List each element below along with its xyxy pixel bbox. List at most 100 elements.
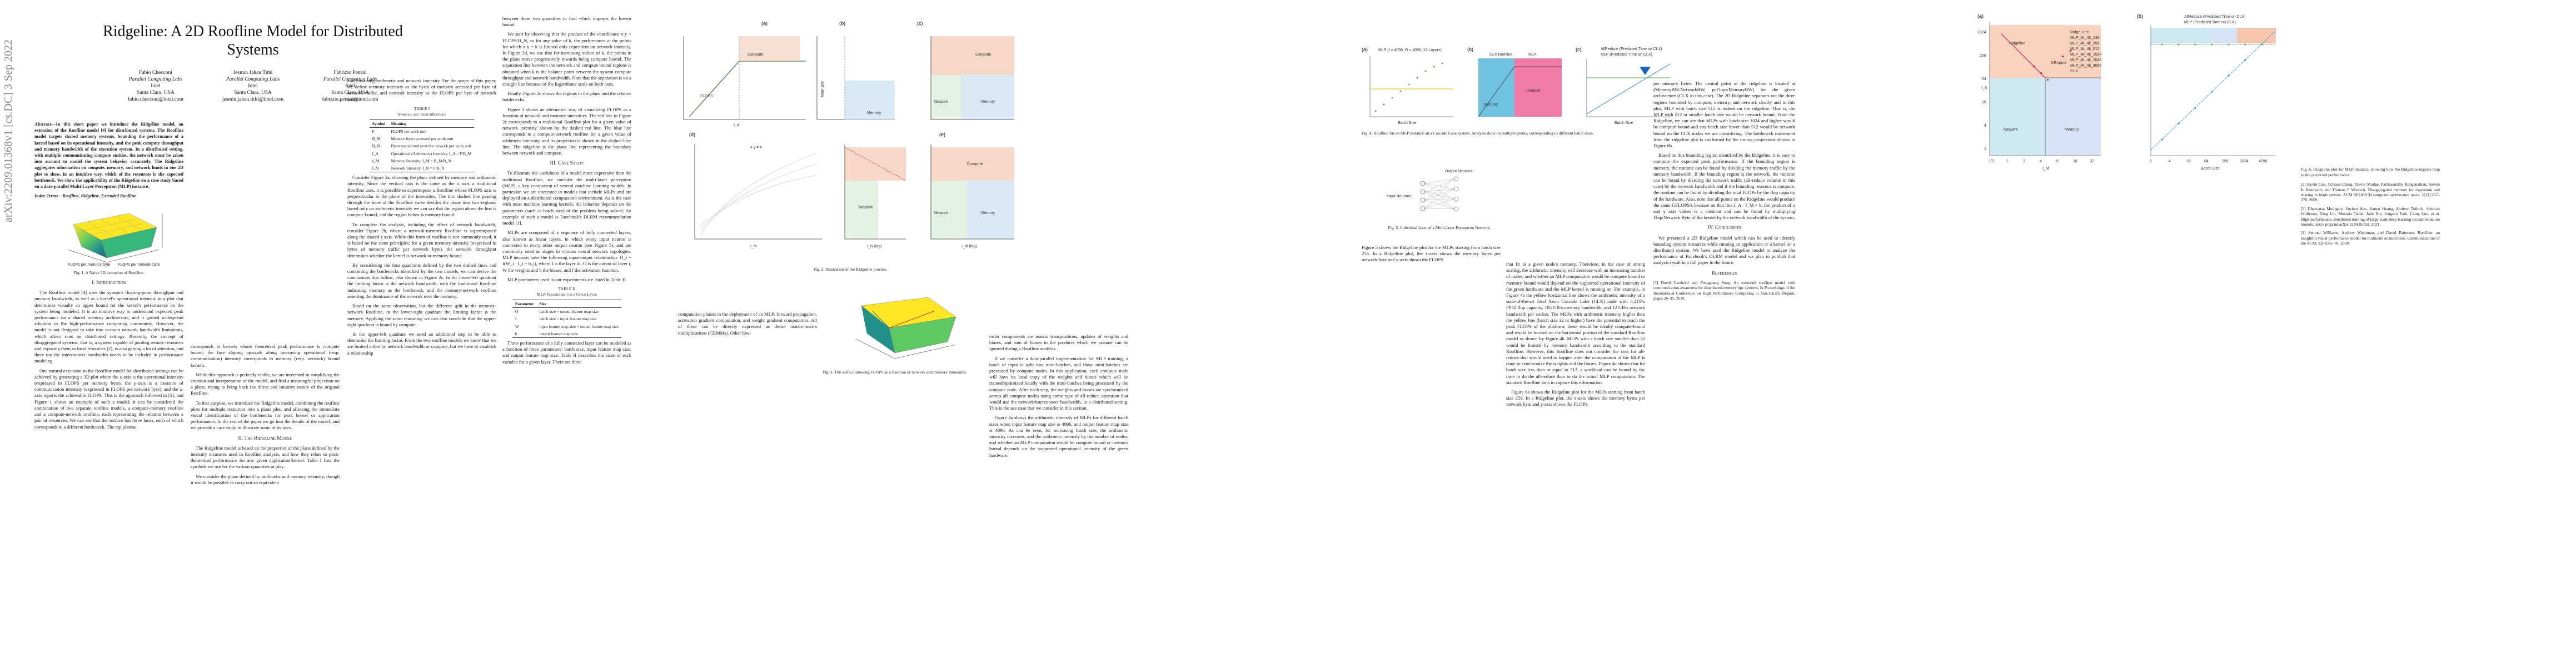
- column-3: analysis using arithmetic and network in…: [347, 78, 496, 360]
- fig2c-network-label: Network: [934, 100, 948, 104]
- table-cell: Network Intensity, I_N = F/B_N: [391, 166, 445, 171]
- fig5-output-label: Output Neurons: [1445, 170, 1473, 173]
- table-cell: Bytes transferred over the network per w…: [391, 143, 471, 149]
- tick-label: 4: [2040, 160, 2042, 163]
- tick-label: 64: [2204, 160, 2209, 163]
- table-cell: I: [515, 316, 517, 322]
- fig1-x-axis-label: FLOPs per memory byte: [68, 263, 110, 267]
- fig4b-mlp-label: MLP: [1528, 53, 1537, 57]
- author-email[interactable]: fabrizio.petrini@intel.com: [322, 97, 378, 102]
- fig2-label-c: (c): [917, 21, 923, 26]
- fig1-3d-surface: FLOPs per memory byte FLOPs per network …: [67, 213, 163, 267]
- column-4: between these two quantities to find whi…: [502, 16, 631, 369]
- fig6a-ia-label: I_A: [1981, 86, 1987, 90]
- tick-label: 2: [2023, 160, 2025, 163]
- fig6a-compute-label: Compute: [2051, 61, 2067, 65]
- col4-paragraph-6: MLPs are composed of a sequence of fully…: [502, 230, 631, 273]
- column-1: Abstract—In this short paper we introduc…: [34, 121, 183, 434]
- fig6a-im-label: I_M: [2042, 167, 2049, 171]
- fig6a-legend-item: MLP_4k_4k_256: [2070, 42, 2100, 46]
- section-refs-heading: References: [1711, 270, 1737, 276]
- author-city: Santa Clara, USA: [137, 90, 175, 96]
- fig5-caption: Fig. 5. Individual layer of a Multi-laye…: [1388, 225, 1491, 230]
- tick-label: 1: [1984, 147, 1986, 151]
- page-3: (a) MLP (f = 4096, O = 4096, 10 Layers) …: [1289, 0, 1926, 667]
- author-company: Intel: [345, 83, 355, 89]
- fig4-caption: Fig. 4. Roofline for an MLP instance on …: [1362, 131, 1594, 136]
- fig6a-legend-item: MLP_4k_4k_128: [2070, 36, 2100, 40]
- ref-4: [4] Samuel Williams, Andrew Waterman, an…: [2301, 230, 2440, 246]
- fig2a-flops-label: FLOPS: [700, 94, 713, 98]
- author-email[interactable]: fabio.checconi@intel.com: [127, 97, 183, 102]
- author-name: Jesmin Jahan Tithi: [233, 70, 273, 76]
- fig2a-panel: Compute FLOPS I_A: [683, 36, 806, 127]
- figure-6: (a) Ridgeline Compute Network Memory I_A…: [1973, 11, 2284, 181]
- fig6a-legend-item: MLP_4k_4k_4096: [2070, 64, 2102, 68]
- table-cell: Memory Intensity, I_M = B_M/B_N: [391, 158, 451, 163]
- col3-paragraph-6: In the upper-left quadrant we need an ad…: [347, 331, 496, 356]
- column-7: per memory bytes. The central point of t…: [1653, 81, 1795, 305]
- figure-4: (a) MLP (f = 4096, O = 4096, 10 Layers) …: [1362, 44, 1673, 136]
- ref-2: [2] Kevin Lim, Jichuan Chang, Trevor Mud…: [2301, 182, 2440, 203]
- fig2e2-network-label: Network: [934, 211, 948, 215]
- tick-label: 256: [2222, 160, 2229, 163]
- fig2e-im-log-label: I_M (log): [961, 245, 977, 248]
- column-5: computation phases in the deployment of …: [678, 311, 817, 340]
- paper-title: Ridgeline: A 2D Roofline Model for Distr…: [103, 23, 403, 58]
- fig6a-legend-item: MLP_4k_4k_1024: [2070, 53, 2102, 57]
- figure-2: (a) Compute FLOPS I_A (b) Mem BW Memory: [678, 19, 1023, 275]
- col4-paragraph-4: Figure 3 shows an alternative way of vis…: [502, 106, 631, 156]
- fig6a-legend-item: MLP_4k_4k_2048: [2070, 58, 2102, 62]
- col7-paragraph-2: Based on this bounding region identified…: [1653, 152, 1795, 221]
- col4-tail: Three performance of a fully connected l…: [502, 340, 631, 365]
- table2-head-size: Size: [539, 301, 547, 306]
- fig4-svg: (a) MLP (f = 4096, O = 4096, 10 Layers) …: [1362, 47, 1671, 125]
- fig2c-panel: Compute Network Memory: [930, 36, 1014, 120]
- fig6-label-a: (a): [1977, 13, 1984, 19]
- author-2: Jesmin Jahan Tithi Parallel Computing La…: [203, 69, 303, 103]
- fig2e-memory-label: Memory: [981, 211, 995, 215]
- fig1-caption: Fig. 1. A Naive 3D extension of Roofline…: [73, 270, 145, 276]
- fig4-label-b: (b): [1467, 47, 1473, 52]
- fig6a-xticks: 1/2 1 2 4 8 16 32: [1989, 160, 2094, 163]
- arxiv-id: arXiv:2209.01368v1 [cs.DC] 3 Sep 2022: [2, 39, 14, 222]
- col2-paragraph-5: We consider the plane defined by arithme…: [191, 473, 340, 485]
- author-name: Fabrizio Petrini: [333, 70, 367, 76]
- col6-paragraph-2: Figure 6a shows the Ridgeline plot for t…: [1506, 389, 1645, 407]
- tick-label: 1/2: [1989, 160, 1994, 163]
- page-2: (a) Compute FLOPS I_A (b) Mem BW Memory: [645, 0, 1281, 667]
- fig6a-ridgeline-label: Ridgeline: [2009, 42, 2025, 46]
- author-company: Intel: [248, 83, 258, 89]
- fig2d-im-label: I_M: [750, 245, 757, 248]
- fig2-caption: Fig. 2. Illustration of the Ridgeline pr…: [813, 267, 888, 272]
- table-cell: input feature map size × output feature …: [539, 323, 619, 329]
- table1-head-meaning: Meaning: [391, 121, 407, 126]
- table-cell: I_M: [372, 158, 380, 163]
- fig2c-compute-label: Compute: [975, 53, 991, 57]
- figure-1: FLOPs per memory byte FLOPs per network …: [34, 202, 183, 269]
- column-6: that fit in a given node's memory. There…: [1506, 261, 1645, 411]
- fig2-label-e: (e): [939, 132, 945, 137]
- author-company: Intel: [151, 83, 161, 89]
- col4-paragraph-1: between these two quantities to find whi…: [502, 16, 631, 28]
- fig3-caption: Fig. 3. The surface showing FLOPS as a f…: [823, 370, 967, 375]
- table-cell: output feature map size: [539, 331, 578, 336]
- fig2d-xy-label: x·y = k: [750, 146, 762, 150]
- fig3-surface: [855, 297, 956, 359]
- table-cell: I_A: [372, 151, 379, 156]
- fig2e-compute-label: Compute: [967, 162, 983, 166]
- tick-label: 8: [2056, 160, 2059, 163]
- section-ridgeline-heading: II. The Ridgeline Model: [238, 435, 292, 441]
- fig2b-memory-label: Memory: [867, 111, 881, 115]
- fig4b-memory-label: Memory: [1484, 103, 1498, 107]
- figure-3: Fig. 3. The surface showing FLOPS as a f…: [823, 289, 973, 375]
- col4-paragraph-7: MLP parameters used in our experiments a…: [507, 276, 627, 282]
- fig2b-mem-bw: Mem BW: [821, 81, 825, 97]
- table-cell: FLOPS per work unit: [391, 129, 427, 135]
- table-cell: b: [515, 331, 517, 336]
- fig6b-legend-2: MLP (Predicted Time on CLX): [2184, 21, 2236, 24]
- col5-paragraph-2: order components are matrix transpositio…: [989, 334, 1128, 352]
- fig4b-compute-label: compute: [1526, 89, 1541, 93]
- fig2-label-a: (a): [761, 21, 768, 26]
- author-email[interactable]: jesmin.jahan.tithi@intel.com: [222, 97, 284, 102]
